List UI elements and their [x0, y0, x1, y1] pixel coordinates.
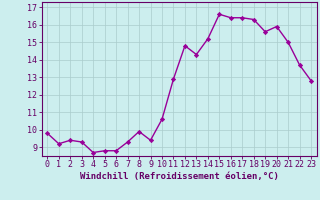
X-axis label: Windchill (Refroidissement éolien,°C): Windchill (Refroidissement éolien,°C) — [80, 172, 279, 181]
